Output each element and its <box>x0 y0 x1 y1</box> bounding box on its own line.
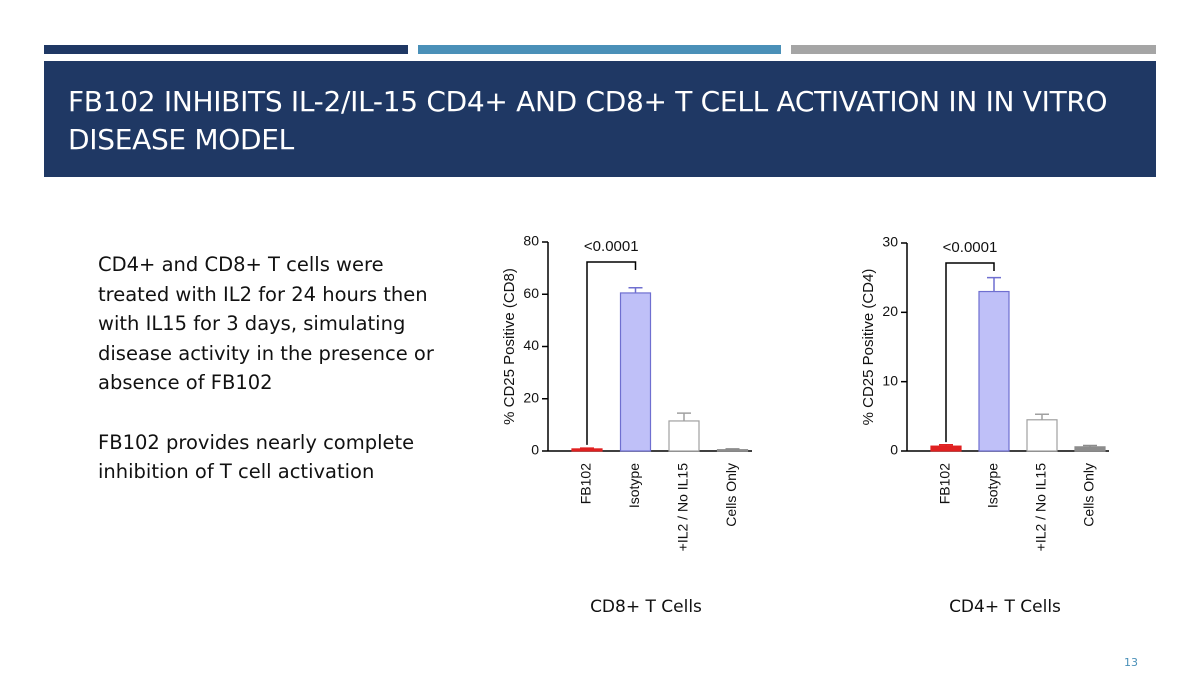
bar <box>930 445 962 452</box>
y-tick-label: 30 <box>882 234 898 250</box>
y-tick-label: 20 <box>523 389 539 405</box>
y-tick-label: 40 <box>523 337 539 353</box>
bar <box>716 449 749 452</box>
error-bar <box>725 448 740 450</box>
paragraph: CD4+ and CD8+ T cells were treated with … <box>98 253 434 394</box>
annotation: <0.0001 <box>584 238 639 255</box>
error-bar <box>939 444 953 447</box>
x-tick-label: FB102 <box>578 463 594 504</box>
x-tick-label: Cells Only <box>1081 463 1097 527</box>
y-tick-label: 60 <box>523 285 539 301</box>
bar <box>619 292 652 452</box>
x-tick-label: Isotype <box>985 463 1001 508</box>
accent-strip <box>44 45 408 54</box>
y-axis-label: % CD25 Positive (CD8) <box>501 268 518 425</box>
error-bar <box>677 412 691 421</box>
slide-title: FB102 INHIBITS IL-2/IL-15 CD4+ AND CD8+ … <box>68 85 1108 156</box>
accent-strip <box>418 45 781 54</box>
body-text: CD4+ and CD8+ T cells were treated with … <box>98 250 438 517</box>
page-number: 13 <box>1124 656 1138 669</box>
y-axis-label: % CD25 Positive (CD4) <box>860 269 877 426</box>
y-tick-label: 10 <box>882 372 898 388</box>
paragraph: FB102 provides nearly complete inhibitio… <box>98 430 415 484</box>
x-tick-label: Isotype <box>626 463 642 508</box>
error-bar <box>987 276 1001 292</box>
error-bar <box>1035 413 1049 420</box>
bar <box>571 448 603 452</box>
error-bar <box>1083 444 1097 447</box>
chart-caption: CD4+ T Cells <box>949 597 1061 617</box>
y-tick-label: 0 <box>890 442 898 458</box>
y-tick-label: 20 <box>882 303 898 319</box>
bar <box>1026 419 1058 452</box>
chart-caption: CD8+ T Cells <box>590 597 702 617</box>
title-banner: FB102 INHIBITS IL-2/IL-15 CD4+ AND CD8+ … <box>44 61 1156 177</box>
x-tick-label: +IL2 / No IL15 <box>675 463 691 552</box>
error-bar <box>580 447 594 449</box>
bar <box>668 420 700 452</box>
x-tick-label: Cells Only <box>723 463 739 527</box>
error-bar <box>628 286 643 293</box>
x-tick-label: FB102 <box>937 463 953 504</box>
annotation: <0.0001 <box>943 239 998 256</box>
y-tick-label: 0 <box>531 442 539 458</box>
accent-strip <box>791 45 1156 54</box>
x-tick-label: +IL2 / No IL15 <box>1033 463 1049 552</box>
y-tick-label: 80 <box>523 233 539 249</box>
bar <box>1074 446 1106 452</box>
significance-bracket <box>945 262 995 443</box>
bar <box>978 290 1010 452</box>
significance-bracket <box>586 261 637 445</box>
